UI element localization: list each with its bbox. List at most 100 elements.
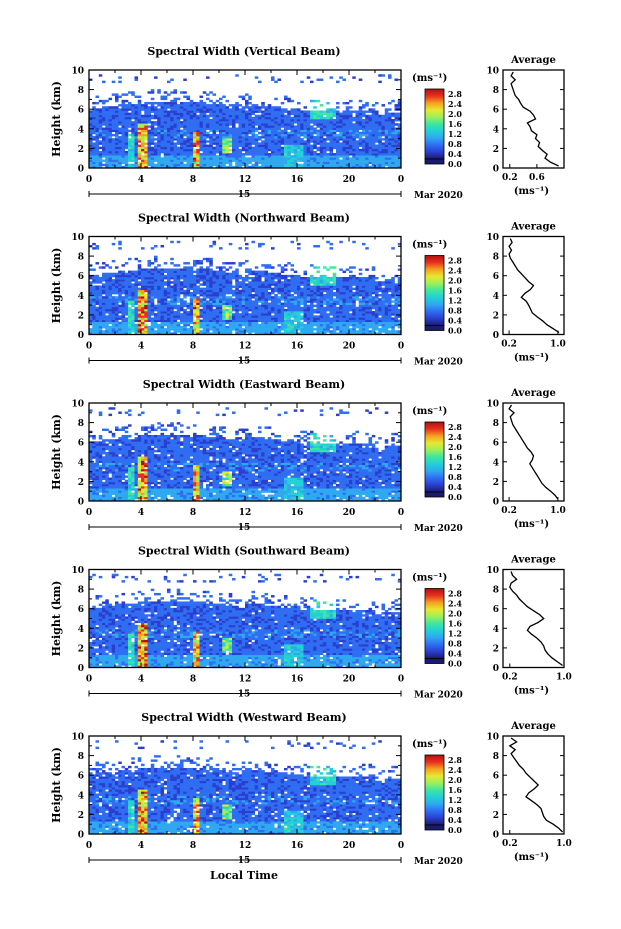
heatmap-cell: [323, 140, 327, 143]
heatmap-cell: [137, 325, 142, 329]
heatmap-cell: [326, 127, 330, 130]
heatmap-cell: [108, 285, 113, 288]
heatmap-cell: [173, 300, 178, 303]
heatmap-cell: [183, 155, 187, 158]
heatmap-cell: [215, 281, 220, 284]
heatmap-cell: [95, 110, 100, 113]
heatmap-cell: [141, 104, 145, 107]
heatmap-cell: [108, 106, 113, 109]
heatmap-cell: [326, 163, 330, 167]
heatmap-cell: [105, 328, 109, 331]
heatmap-cell: [274, 138, 278, 141]
heatmap-cell: [388, 136, 392, 139]
heatmap-cell: [196, 325, 200, 329]
heatmap-cell: [287, 146, 291, 150]
heatmap-cell: [180, 274, 184, 278]
heatmap-cell: [206, 323, 210, 327]
heatmap-cell: [137, 150, 142, 154]
heatmap-cell: [290, 300, 295, 303]
heatmap-cell: [258, 242, 262, 246]
heatmap-cell: [397, 153, 402, 156]
heatmap-cell: [316, 315, 321, 318]
heatmap-cell: [267, 315, 272, 318]
heatmap-cell: [251, 281, 256, 284]
heatmap-cell: [316, 311, 321, 314]
heatmap-cell: [134, 308, 139, 312]
heatmap-cell: [342, 163, 347, 167]
heatmap-cell: [141, 294, 145, 297]
heatmap-cell: [144, 279, 148, 282]
heatmap-cell: [293, 161, 298, 165]
heatmap-cell: [284, 165, 288, 169]
heatmap-cell: [293, 308, 298, 312]
heatmap-cell: [202, 257, 207, 261]
heatmap-cell: [202, 125, 207, 128]
heatmap-cell: [300, 138, 304, 141]
heatmap-cell: [235, 287, 239, 291]
heatmap-cell: [186, 163, 191, 167]
heatmap-cell: [228, 321, 233, 325]
heatmap-cell: [280, 123, 285, 126]
heatmap-cell: [248, 287, 252, 291]
heatmap-cell: [118, 136, 122, 139]
heatmap-cell: [219, 325, 223, 329]
heatmap-cell: [248, 157, 252, 160]
heatmap-cell: [98, 150, 103, 154]
heatmap-cell: [251, 127, 256, 130]
heatmap-cell: [98, 300, 103, 303]
heatmap-cell: [173, 125, 178, 128]
heatmap-cell: [287, 315, 291, 318]
heatmap-cell: [391, 159, 395, 162]
heatmap-cell: [186, 136, 191, 139]
heatmap-cell: [163, 101, 168, 105]
heatmap-cell: [219, 153, 223, 156]
heatmap-cell: [186, 274, 191, 278]
heatmap-cell: [248, 101, 252, 105]
heatmap-cell: [319, 153, 324, 156]
heatmap-cell: [394, 148, 399, 152]
heatmap-cell: [300, 300, 304, 303]
heatmap-cell: [160, 302, 165, 305]
heatmap-cell: [391, 148, 395, 152]
heatmap-cell: [225, 272, 230, 276]
heatmap-cell: [89, 119, 93, 122]
heatmap-cell: [235, 268, 239, 271]
heatmap-cell: [241, 289, 246, 293]
heatmap-cell: [167, 287, 171, 291]
heatmap-cell: [196, 165, 200, 169]
heatmap-cell: [287, 330, 291, 333]
heatmap-cell: [264, 285, 269, 288]
heatmap-cell: [261, 289, 265, 293]
heatmap-cell: [248, 285, 252, 288]
heatmap-cell: [212, 321, 217, 325]
heatmap-cell: [267, 138, 272, 141]
heatmap-cell: [131, 91, 135, 94]
heatmap-cell: [215, 110, 220, 113]
heatmap-cell: [160, 321, 165, 325]
heatmap-cell: [345, 110, 350, 113]
heatmap-cell: [251, 106, 256, 109]
heatmap-cell: [160, 104, 165, 107]
heatmap-cell: [349, 142, 353, 145]
heatmap-cell: [394, 123, 399, 126]
heatmap-cell: [150, 104, 155, 107]
heatmap-cell: [209, 323, 213, 327]
heatmap-cell: [303, 114, 308, 118]
heatmap-cell: [228, 306, 233, 310]
heatmap-cell: [212, 274, 217, 278]
heatmap-cell: [202, 328, 207, 331]
heatmap-cell: [316, 291, 321, 295]
heatmap-cell: [267, 127, 272, 130]
heatmap-cell: [358, 110, 363, 113]
heatmap-cell: [115, 146, 119, 150]
heatmap-cell: [202, 116, 207, 120]
heatmap-cell: [358, 136, 363, 139]
heatmap-cell: [225, 155, 230, 158]
heatmap-cell: [319, 332, 324, 335]
heatmap-cell: [349, 146, 353, 150]
heatmap-cell: [245, 298, 249, 301]
heatmap-cell: [310, 110, 314, 113]
heatmap-cell: [306, 294, 311, 297]
heatmap-cell: [290, 123, 295, 126]
heatmap-cell: [199, 104, 204, 107]
